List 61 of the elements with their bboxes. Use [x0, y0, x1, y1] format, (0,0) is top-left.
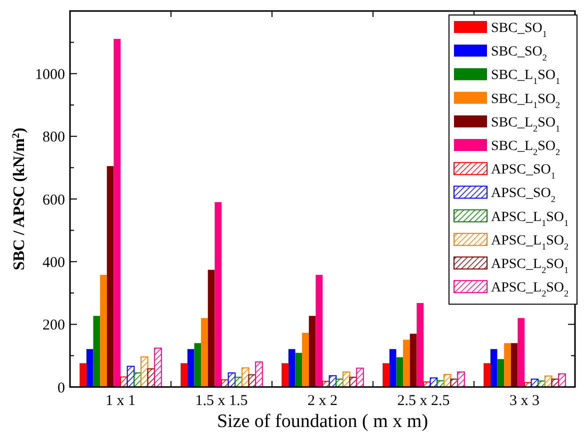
bar	[382, 363, 390, 387]
bar	[255, 361, 263, 388]
y-tick-label: 600	[42, 192, 65, 208]
bar	[490, 349, 498, 387]
y-tick-label: 1000	[35, 66, 65, 83]
bar	[308, 316, 316, 387]
bar	[93, 316, 100, 387]
legend-label: SBC_L$_{2}$SO$_{1}$	[491, 115, 560, 134]
bar	[410, 334, 417, 387]
y-tick-label: 400	[42, 254, 65, 271]
bar	[187, 349, 194, 387]
x-axis-title: Size of foundation ( m x m)	[216, 411, 428, 432]
legend-label: APSC_SO$_{1}$	[491, 162, 556, 181]
y-tick-label: 800	[42, 130, 65, 146]
bar	[504, 343, 511, 387]
bar	[403, 340, 410, 387]
bar	[457, 371, 465, 388]
x-tick-label: 1 x 1	[106, 393, 136, 409]
bar	[497, 359, 504, 387]
bar	[154, 348, 162, 388]
bar	[396, 357, 404, 387]
bar	[510, 343, 518, 387]
bar	[484, 363, 490, 387]
bar	[106, 166, 114, 387]
bar	[389, 349, 396, 387]
bar	[201, 318, 208, 387]
bar	[114, 38, 120, 387]
y-tick-label: 200	[42, 318, 65, 334]
legend-label: SBC_SO$_{1}$	[491, 21, 547, 39]
bar	[288, 349, 296, 387]
bar	[140, 356, 148, 388]
legend-label: APSC_SO$_{2}$	[491, 186, 556, 204]
bar	[282, 363, 288, 387]
legend-label: SBC_L$_{2}$SO$_{2}$	[491, 139, 560, 157]
bar	[214, 202, 222, 387]
x-tick-label: 3 x 3	[510, 393, 540, 409]
legend-label: APSC_L$_{2}$SO$_{2}$	[491, 280, 570, 299]
legend-label: APSC_L$_{1}$SO$_{2}$	[491, 233, 570, 252]
bar	[316, 274, 322, 387]
bar	[180, 363, 188, 387]
legend-label: SBC_SO$_{2}$	[491, 44, 548, 63]
bar	[241, 367, 250, 388]
x-tick-label: 2.5 x 2.5	[397, 393, 450, 409]
x-tick-label: 2 x 2	[308, 393, 338, 409]
bar	[86, 349, 94, 387]
bar	[302, 332, 309, 387]
bar	[416, 303, 424, 387]
bar	[100, 274, 107, 387]
bar	[356, 368, 364, 388]
bar	[295, 352, 302, 387]
x-tick-label: 1.5 x 1.5	[195, 393, 248, 409]
legend-label: SBC_L$_{1}$SO$_{2}$	[491, 92, 560, 110]
bar	[194, 343, 202, 387]
legend-label: APSC_L$_{1}$SO$_{1}$	[491, 210, 569, 228]
bar	[558, 373, 566, 388]
bar	[518, 318, 524, 387]
legend-label: APSC_L$_{2}$SO$_{1}$	[491, 257, 569, 275]
bar	[80, 363, 86, 387]
bar	[208, 270, 215, 387]
y-tick-label: 0	[58, 380, 65, 396]
legend-label: SBC_L$_{1}$SO$_{1}$	[491, 68, 560, 86]
